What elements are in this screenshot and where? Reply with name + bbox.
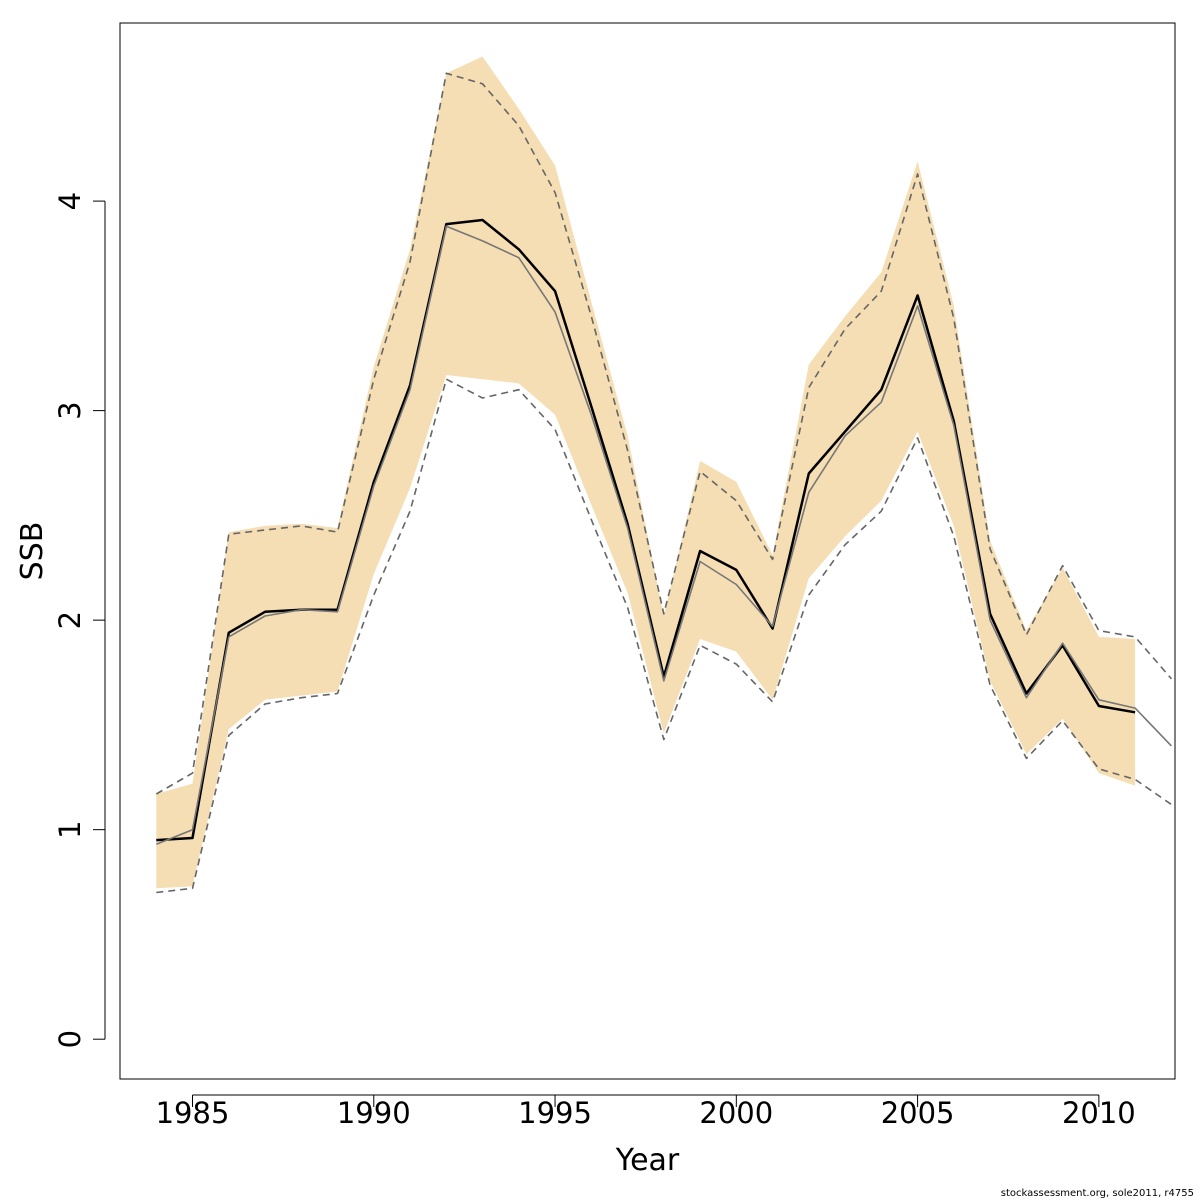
source-footnote: stockassessment.org, sole2011, r4755 — [1001, 1188, 1194, 1199]
series-line-ci-lower-dashed — [156, 378, 1172, 894]
x-axis-title: Year — [615, 1143, 680, 1178]
x-tick-label: 1985 — [156, 1096, 230, 1130]
x-tick-label: 1990 — [337, 1096, 411, 1130]
plot-frame — [119, 22, 1176, 1080]
series-line-estimate-thick — [156, 218, 1136, 842]
y-tick-label: 4 — [53, 192, 87, 210]
series-lines-layer — [155, 72, 1173, 894]
y-axis: 0 1 2 3 4 — [53, 192, 106, 1048]
y-axis-title: SSB — [15, 522, 50, 581]
x-tick-label: 2010 — [1062, 1096, 1136, 1130]
y-tick-label: 3 — [53, 401, 87, 419]
x-axis: 1985 1990 1995 2000 2005 2010 — [156, 1094, 1136, 1130]
x-tick-label: 2000 — [699, 1096, 773, 1130]
y-tick-label: 2 — [53, 611, 87, 629]
y-tick-label: 0 — [53, 1030, 87, 1048]
confidence-band — [156, 56, 1136, 889]
x-tick-label: 2005 — [881, 1096, 955, 1130]
confidence-band-layer — [156, 56, 1136, 889]
series-line-ci-upper-dashed — [155, 72, 1173, 795]
series-line-estimate-thin — [156, 225, 1172, 846]
plot-area — [119, 22, 1176, 1080]
x-tick-label: 1995 — [518, 1096, 592, 1130]
y-tick-label: 1 — [53, 820, 87, 838]
